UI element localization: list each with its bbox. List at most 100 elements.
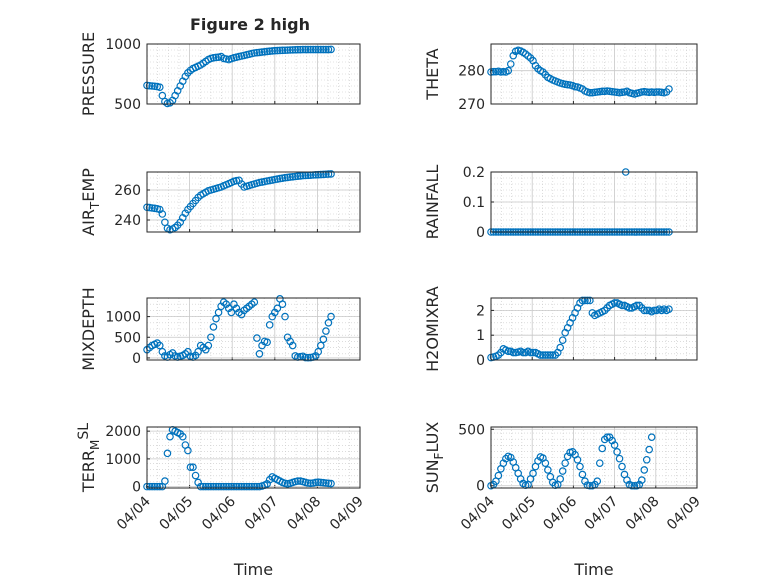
data-point [586,88,594,97]
y-tick-label: 500 [114,330,141,346]
subplot-h2omixra: 0 1 2 H2OMIXRA [423,286,698,372]
data-point [317,170,325,179]
data-point [327,170,335,178]
y-tick-label: 0 [132,351,141,367]
subplot-pressure: 500 1000 PRESSURE [79,32,361,116]
data-point [232,482,241,491]
data-point [212,53,220,62]
data-point [245,482,254,491]
data-point [652,88,661,96]
data-point [586,296,594,305]
data-point [204,341,213,350]
data-point [642,306,651,315]
data-point [317,478,325,487]
data-point [598,444,607,453]
y-tick-label: 1000 [105,452,141,468]
data-point [309,45,317,54]
data-point [613,448,621,456]
data-point [529,348,537,357]
data-point [581,477,589,486]
data-point [319,170,328,179]
y-axis-label: H2OMIXRA [423,286,442,372]
y-axis-label: PRESSURE [79,32,98,116]
data-point [304,45,312,54]
data-point [504,347,513,356]
data-point [327,312,335,321]
y-tick-label: 500 [458,422,485,438]
data-point [148,482,156,491]
data-point [322,170,330,179]
data-point [322,479,330,487]
axes-box [490,171,698,233]
data-point [640,306,649,315]
y-tick-label: 0.1 [463,195,485,211]
data-point [273,304,282,313]
data-point [258,48,266,56]
data-point [581,296,589,305]
data-point [286,46,294,54]
data-point [578,296,587,305]
data-point [288,46,297,54]
data-point [222,482,231,491]
data-point [304,353,312,362]
data-point [311,45,320,54]
data-point [558,467,567,475]
data-point [595,459,604,467]
data-point [573,455,582,464]
data-point [255,48,264,57]
data-point [250,49,259,57]
data-point [212,482,220,491]
data-point [610,299,619,307]
data-point [311,478,320,487]
subplot-theta: 270 280 THETA [423,43,698,113]
data-point [324,170,333,178]
data-point [296,172,305,180]
data-point [214,482,223,491]
data-point [578,470,587,479]
data-point [286,173,294,181]
y-tick-label: 240 [114,213,141,229]
data-point [304,479,312,487]
data-point [640,466,649,474]
data-point [240,482,248,491]
data-point [650,306,658,315]
subplot-terr-msl: 04/04 04/05 04/06 04/07 04/08 04/09010002000T… [76,423,367,579]
data-point [536,351,545,359]
y-tick-label: 0 [132,480,141,496]
data-point [327,479,335,488]
x-tick-label: 04/04 [458,493,498,533]
data-point [265,321,274,329]
data-point [603,433,611,441]
data-point [593,477,602,486]
data-point [207,333,215,342]
data-point [189,463,197,472]
y-axis-label: THETA [423,48,442,100]
x-tick-label: 04/07 [582,494,622,534]
y-tick-label: 1000 [105,37,141,53]
data-point [281,312,289,321]
x-tick-label: 04/06 [540,493,580,533]
data-point [603,304,611,312]
x-tick-label: 04/07 [242,494,282,534]
data-point [268,47,277,55]
data-point [583,296,592,305]
x-axis-label: Time [233,560,273,579]
data-point [625,304,634,312]
data-point [155,341,164,350]
data-point [281,173,289,182]
data-point [296,45,305,54]
data-point [630,481,639,490]
y-tick-label: 500 [114,97,141,113]
data-point [253,482,261,491]
data-point [598,87,607,96]
data-point [317,341,325,350]
data-point [635,301,644,310]
data-point [539,351,547,359]
data-point [155,83,164,92]
data-point [201,482,210,491]
y-tick-label: 1 [476,328,485,344]
data-point [645,445,654,454]
y-axis-label: SUNFLUX [423,422,446,494]
data-point [327,45,335,54]
data-point [541,459,550,467]
